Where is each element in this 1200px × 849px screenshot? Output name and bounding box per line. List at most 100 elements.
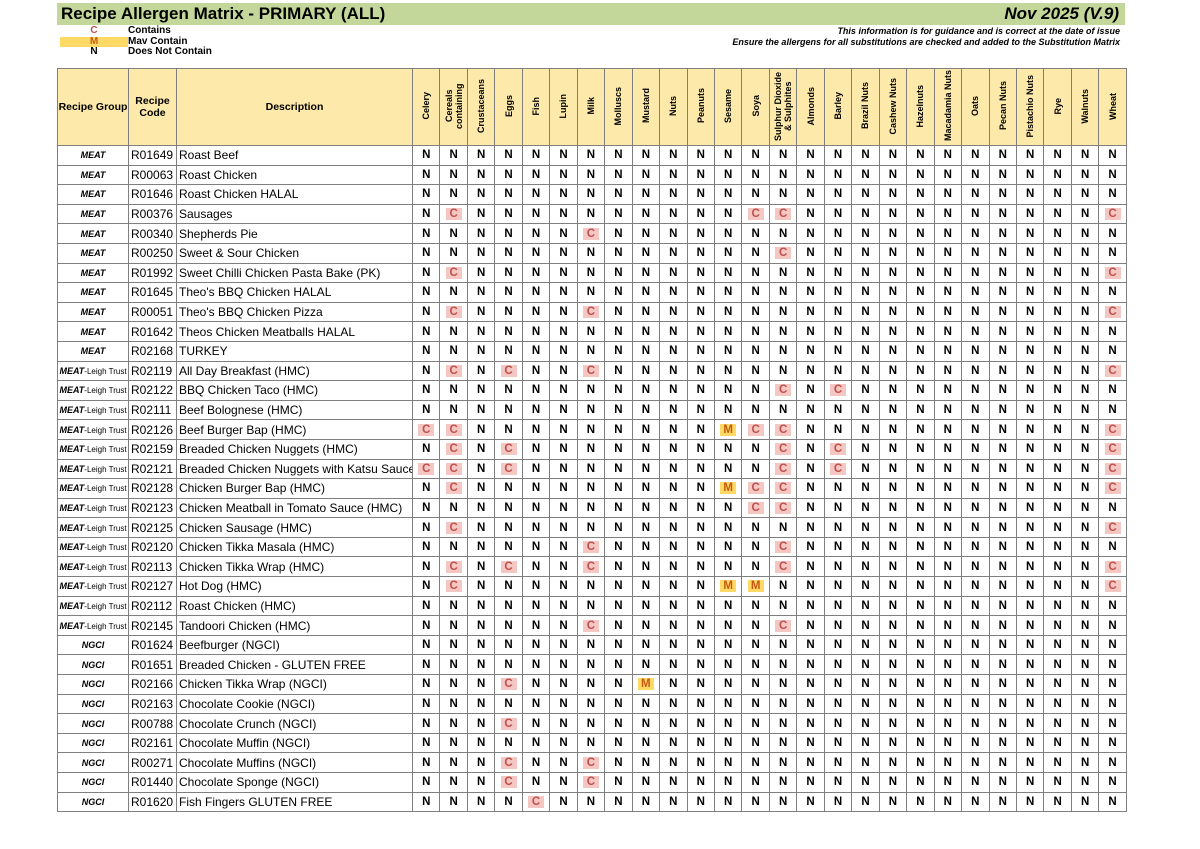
allergen-value: N [1026,266,1035,279]
allergen-cell: N [604,595,633,617]
allergen-value: N [806,756,815,769]
allergen-cell: N [933,536,963,558]
allergen-cell: N [1043,713,1072,734]
allergen-cell: N [988,321,1017,342]
allergen-value: N [998,227,1007,240]
allergen-cell: N [549,478,578,499]
allergen-cell: N [549,576,578,597]
allergen-value: N [586,404,596,417]
allergen-value: N [971,286,980,299]
allergen-value: N [998,560,1007,573]
allergen-value: N [449,325,458,338]
allergen-value: N [1026,521,1035,534]
allergen-value: N [806,658,815,671]
allergen-cell: N [741,791,770,813]
allergen-value: N [669,521,678,534]
allergen-cell: N [741,634,770,656]
allergen-cell: N [521,556,551,578]
allergen-value: N [724,795,733,808]
recipe-row: MEAT R00340 Shepherds Pie N N N N N N C N N N N N N N N N N… [57,223,1127,244]
allergen-cell: N [796,674,825,695]
allergen-name: Pecan Nuts [997,81,1008,131]
allergen-cell: N [906,380,935,401]
recipe-row: MEAT-Leigh Trust R02112 Roast Chicken (HMC… [57,595,1127,617]
allergen-name: Walnuts [1080,88,1091,124]
allergen-cell: N [1043,301,1072,323]
allergen-value: N [751,619,760,632]
allergen-cell: N [796,262,825,284]
allergen-value: N [806,286,815,299]
allergen-value: N [1053,776,1062,789]
allergen-cell: N [961,203,990,225]
recipe-group: MEAT [57,282,129,303]
allergen-value: N [586,286,596,299]
allergen-cell: N [494,262,523,284]
allergen-cell: N [961,497,990,519]
allergen-value: N [422,619,431,632]
allergen-value: N [504,384,513,397]
allergen-cell: N [659,164,688,186]
allergen-cell: N [1043,674,1072,695]
allergen-value: N [614,325,623,338]
allergen-value: N [778,658,788,671]
allergen-value: N [696,404,705,417]
allergen-cell: N [439,674,468,695]
allergen-cell: N [988,732,1017,754]
allergen-cell: N [659,321,688,342]
allergen-cell: N [466,713,496,734]
allergen-value: N [476,639,486,652]
allergen-value: N [422,678,431,691]
allergen-value: N [449,737,458,750]
allergen-cell: N [604,556,633,578]
allergen-cell: N [686,360,715,382]
description: Theo's BBQ Chicken Pizza [176,301,413,323]
allergen-cell: N [631,752,661,773]
allergen-value: N [531,404,541,417]
allergen-value: N [888,384,898,397]
recipe-row: MEAT-Leigh Trust R02113 Chicken Tikka Wrap… [57,556,1127,578]
allergen-value: N [778,306,788,319]
recipe-row: MEAT-Leigh Trust R02119 All Day Breakfast … [57,360,1127,382]
allergen-cell: N [659,282,688,303]
allergen-value: N [1080,286,1090,299]
allergen-cell: N [851,380,880,401]
allergen-value: N [943,541,952,554]
allergen-cell: N [961,184,990,205]
allergen-cell: N [933,576,963,597]
allergen-cell: C [768,458,798,480]
allergen-cell: N [494,517,523,538]
allergen-value: N [476,168,486,181]
allergen-cell: N [1098,791,1127,813]
allergen-value: N [614,580,623,593]
allergen-value: N [888,325,898,338]
allergen-value: N [586,247,596,260]
allergen-value: N [971,717,980,730]
description: TURKEY [176,340,413,362]
allergen-cell: N [411,282,441,303]
allergen-value: N [614,247,623,260]
description: Shepherds Pie [176,223,413,244]
allergen-cell: N [713,184,743,205]
allergen-cell: N [659,674,688,695]
allergen-value: N [916,462,925,475]
allergen-value: C [747,501,764,514]
allergen-cell: N [439,654,468,676]
allergen-cell: N [988,634,1017,656]
allergen-value: N [559,795,568,808]
group-name: MEAT [80,209,106,220]
allergen-value: N [1053,149,1062,162]
allergen-cell: N [466,576,496,597]
allergen-value: N [586,697,596,710]
recipe-group: NGCI [57,772,129,793]
allergen-value: N [1108,149,1117,162]
allergen-value: N [641,168,650,181]
allergen-cell: N [741,164,770,186]
allergen-value: N [669,286,678,299]
allergen-cell: C [494,438,523,460]
allergen-value: N [998,247,1007,260]
allergen-cell: N [1015,301,1045,323]
allergen-value: N [778,795,788,808]
allergen-value: N [559,599,568,612]
allergen-value: N [833,149,843,162]
allergen-cell: N [823,360,853,382]
